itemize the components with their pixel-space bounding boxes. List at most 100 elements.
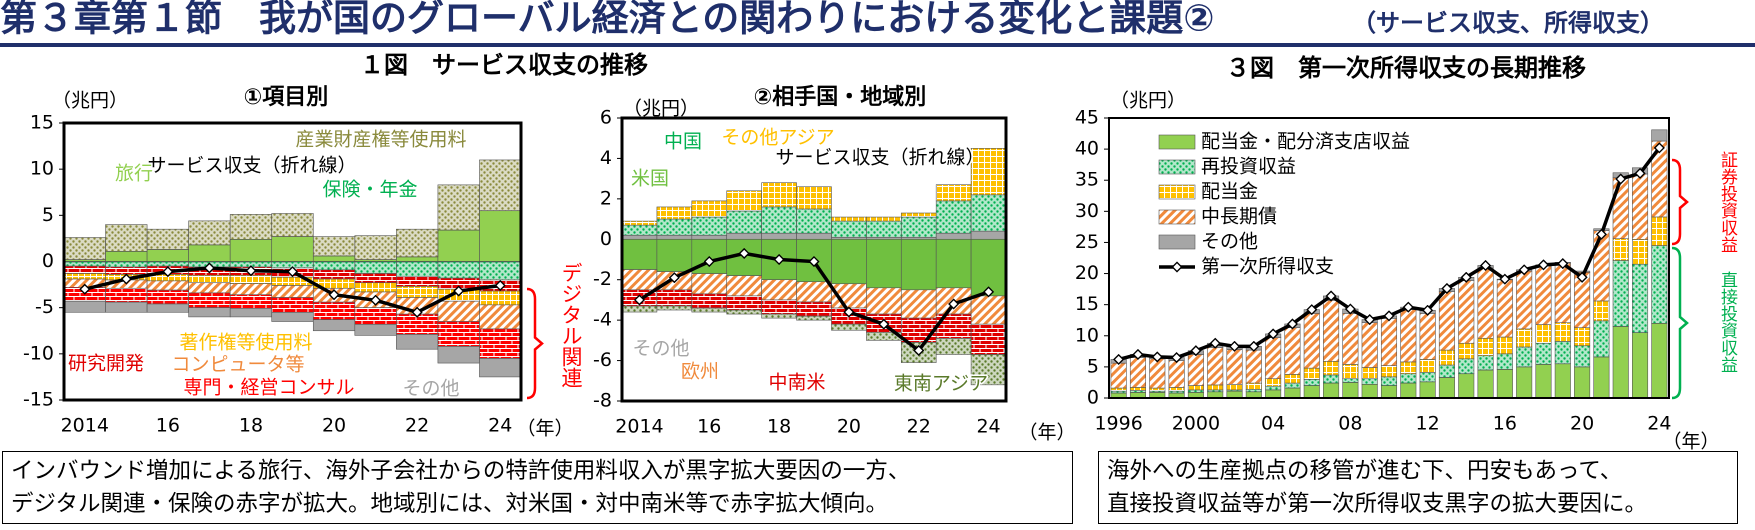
bar-segment — [796, 301, 832, 317]
bar-segment — [271, 297, 314, 313]
bar-segment — [796, 315, 832, 321]
bar-segment — [1303, 385, 1320, 399]
y-tick-label: -15 — [23, 389, 54, 411]
bar-segment — [726, 275, 762, 297]
x-tick-label: 2014 — [61, 415, 109, 437]
bar-segment — [761, 232, 797, 240]
y-tick-label: 45 — [1075, 107, 1099, 129]
bar-segment — [1419, 313, 1436, 360]
bar-segment — [312, 236, 356, 257]
bar-segment — [970, 194, 1007, 232]
bar-segment — [1612, 177, 1629, 240]
bar-segment — [1554, 322, 1571, 342]
y-tick-label: -2 — [593, 268, 612, 290]
bar-segment — [1284, 387, 1301, 399]
series-label: 欧州 — [681, 361, 719, 383]
y-tick-label: -8 — [593, 390, 612, 412]
bar-segment — [105, 261, 148, 268]
bar-segment — [105, 301, 148, 313]
y-tick-label: 15 — [1075, 293, 1099, 315]
bar-segment — [1110, 387, 1127, 392]
bar-segment — [1651, 323, 1668, 399]
bar-segment — [656, 234, 693, 240]
bar-segment — [831, 236, 867, 240]
bar-segment — [312, 301, 356, 320]
y-tick-label: 5 — [1087, 355, 1099, 377]
bar-segment — [1651, 216, 1668, 246]
figure-title: １図 サービス収支の推移 — [360, 51, 648, 79]
y-tick-label: 10 — [30, 158, 54, 180]
bar-segment — [970, 295, 1007, 325]
bar-segment — [396, 261, 439, 277]
bar-segment — [1284, 327, 1301, 375]
y-tick-label: -6 — [593, 349, 612, 371]
chart-title: ３図 第一次所得収支の長期推移 — [1226, 54, 1586, 82]
bar-segment — [271, 261, 314, 269]
bar-segment — [1342, 313, 1359, 365]
bar-segment — [1477, 337, 1494, 356]
bar-segment — [1129, 387, 1146, 391]
bar-segment — [866, 238, 902, 289]
y-tick-label: 35 — [1075, 169, 1099, 191]
bar-segment — [1149, 358, 1166, 389]
bracket — [1671, 246, 1689, 400]
bar-segment — [621, 305, 658, 313]
bar-segment — [1265, 385, 1282, 391]
bar-segment — [437, 229, 480, 262]
bar-segment — [1458, 373, 1475, 399]
legend-label: 第一次所得収支 — [1201, 256, 1334, 278]
series-label: その他 — [402, 378, 459, 400]
bar-segment — [1303, 313, 1320, 369]
bar-segment — [271, 311, 314, 322]
legend-label: 配当金 — [1201, 181, 1258, 203]
bar-segment — [656, 289, 693, 307]
bar-segment — [1554, 363, 1571, 399]
bar-segment — [1438, 291, 1455, 351]
bar-segment — [1419, 359, 1436, 373]
note-box: 海外への生産拠点の移管が進む下、円安もあって、 直接投資収益等が第一次所得収支黒… — [1098, 451, 1738, 524]
bar-segment — [105, 266, 148, 275]
bar-segment — [1245, 388, 1262, 393]
bar-segment — [146, 280, 189, 291]
bar-segment — [1110, 359, 1127, 364]
bar-segment — [1574, 272, 1591, 328]
bar-segment — [146, 303, 189, 313]
bar-segment — [1303, 367, 1320, 380]
bar-segment — [1342, 382, 1359, 399]
legend-label: 再投資収益 — [1201, 156, 1296, 178]
x-tick-label: 08 — [1338, 413, 1362, 435]
bar-segment — [1323, 382, 1340, 399]
bar-segment — [1593, 320, 1610, 358]
annotation: デジタル関連 — [559, 262, 583, 388]
bar-segment — [188, 292, 231, 308]
bar-segment — [312, 269, 356, 280]
series-label: 専門・経営コンサル — [183, 377, 354, 399]
bracket — [1671, 158, 1689, 246]
bar-segment — [726, 190, 762, 212]
bar-segment — [396, 313, 439, 335]
bar-segment — [656, 206, 693, 220]
bar-segment — [1207, 384, 1224, 391]
bar-segment — [188, 261, 231, 268]
bar-segment — [1361, 384, 1378, 399]
bar-segment — [437, 184, 480, 231]
bar-segment — [1303, 379, 1320, 386]
series-label: 東南アジア — [894, 373, 988, 395]
bar-segment — [1458, 280, 1475, 344]
x-axis-label: （年） — [1018, 422, 1075, 444]
x-tick-label: 24 — [1647, 413, 1671, 435]
y-tick-label: 25 — [1075, 231, 1099, 253]
bar-segment — [354, 323, 397, 336]
bar-segment — [1419, 381, 1436, 399]
line-series — [1119, 148, 1660, 360]
bar-segment — [354, 261, 397, 274]
bar-segment — [1535, 324, 1552, 344]
bar-segment — [396, 275, 439, 287]
x-tick-label: 18 — [767, 416, 791, 438]
bar-segment — [229, 214, 273, 240]
bar-segment — [691, 307, 728, 313]
bar-segment — [146, 289, 189, 305]
bar-segment — [935, 338, 972, 355]
bar-segment — [866, 236, 902, 240]
bar-segment — [1168, 360, 1185, 388]
